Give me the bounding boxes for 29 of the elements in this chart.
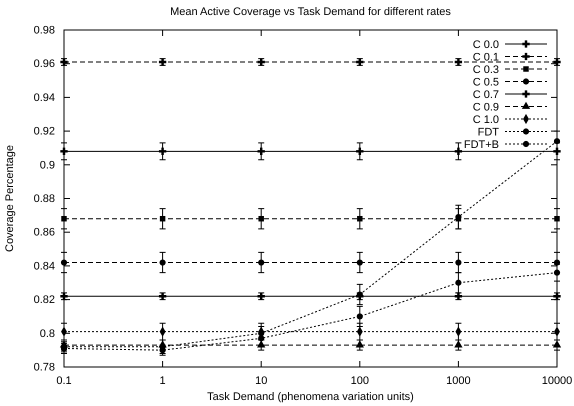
y-tick-label: 0.92 bbox=[34, 126, 55, 138]
x-tick-label: 10000 bbox=[542, 374, 572, 387]
y-tick-label: 0.88 bbox=[34, 193, 55, 206]
y-tick-label: 0.96 bbox=[34, 58, 55, 70]
y-tick-label: 0.94 bbox=[34, 92, 55, 104]
x-axis-title: Task Demand (phenomena variation units) bbox=[207, 391, 414, 403]
legend-label: C 0.1 bbox=[472, 52, 499, 64]
y-tick-label: 0.98 bbox=[34, 24, 55, 37]
y-axis-title: Coverage Percentage bbox=[4, 144, 16, 252]
x-tick-label: 10 bbox=[255, 374, 268, 387]
y-tick-label: 0.82 bbox=[34, 294, 55, 306]
legend-label: C 0.0 bbox=[472, 39, 499, 51]
legend-label: C 0.9 bbox=[472, 102, 499, 114]
x-tick-label: 1000 bbox=[446, 374, 471, 387]
x-tick-label: 1 bbox=[160, 374, 166, 387]
x-tick-label: 0.1 bbox=[56, 374, 72, 387]
legend-label: C 0.5 bbox=[472, 76, 499, 88]
y-tick-label: 0.9 bbox=[40, 159, 55, 172]
legend-label: FDT bbox=[478, 126, 500, 138]
chart-title: Mean Active Coverage vs Task Demand for different rates bbox=[170, 6, 452, 18]
y-tick-label: 0.86 bbox=[34, 226, 55, 239]
y-tick-label: 0.78 bbox=[34, 362, 55, 374]
legend-label: C 1.0 bbox=[472, 114, 499, 126]
legend-label: FDT+B bbox=[464, 139, 499, 151]
y-tick-label: 0.8 bbox=[40, 328, 55, 340]
legend-label: C 0.7 bbox=[472, 89, 499, 101]
legend-label: C 0.3 bbox=[472, 64, 499, 76]
x-tick-label: 100 bbox=[350, 374, 369, 387]
y-tick-label: 0.84 bbox=[34, 260, 55, 272]
